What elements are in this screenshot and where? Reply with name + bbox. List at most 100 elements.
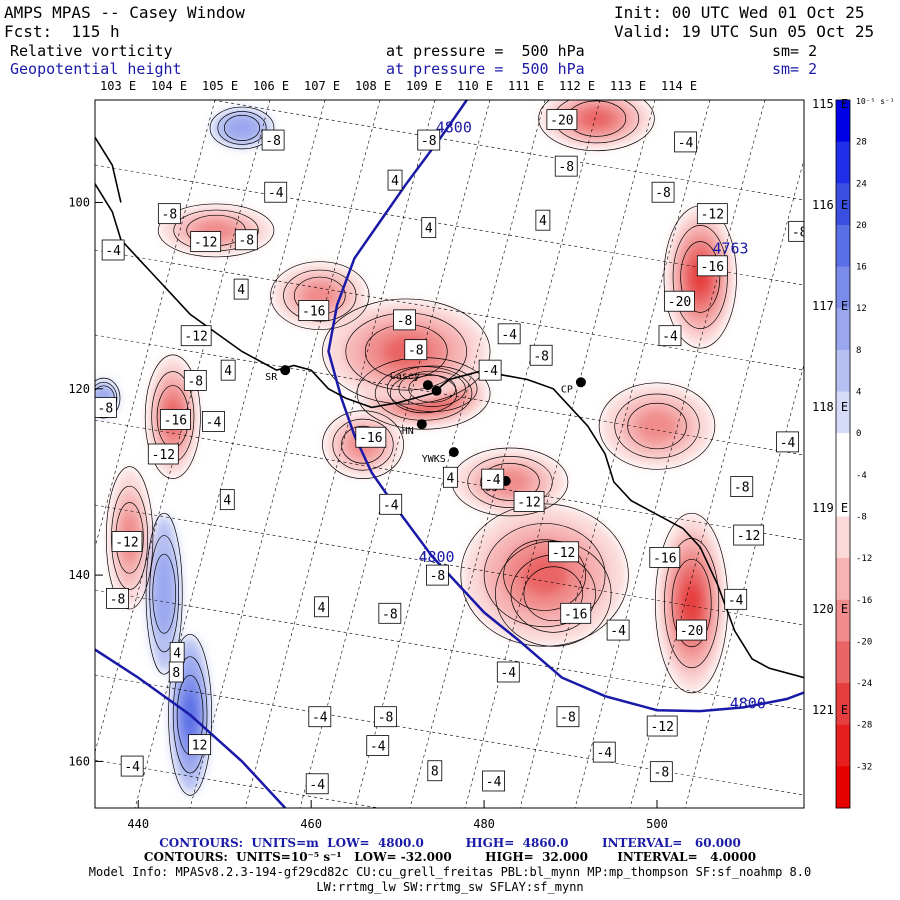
vorticity-contour [105, 466, 154, 610]
longitude-label: 104 E [151, 79, 187, 93]
vorticity-label-box [220, 359, 236, 381]
vorticity-label-text: -4 [309, 778, 325, 793]
vorticity-label: -4 [366, 735, 390, 756]
vorticity-label: -8 [651, 181, 675, 203]
vorticity-label-text: -20 [680, 624, 703, 639]
vorticity-label: -4 [481, 468, 505, 490]
meridian-line [684, 363, 804, 808]
vorticity-label: 8 [427, 760, 443, 782]
vorticity-label: -4 [592, 741, 616, 763]
vorticity-label: -12 [733, 524, 765, 546]
vorticity-contour [144, 354, 201, 479]
vorticity-label-box [366, 735, 390, 756]
vorticity-label: -4 [478, 359, 502, 381]
vorticity-label: -4 [658, 325, 682, 347]
vorticity-label-text: -4 [124, 760, 140, 775]
vorticity-contour [671, 558, 712, 648]
vorticity-label-text: -8 [560, 711, 576, 726]
vorticity-label-text: -16 [653, 551, 676, 566]
vorticity-label-box [168, 661, 184, 683]
vorticity-label: -8 [393, 309, 416, 331]
vorticity-label-box [606, 619, 630, 641]
vorticity-label-box [120, 755, 144, 777]
vorticity-label: -8 [374, 706, 397, 728]
vorticity-label: -12 [513, 491, 545, 512]
vorticity-label: -4 [724, 588, 748, 610]
colorbar-swatch [836, 308, 850, 351]
vorticity-label-text: -8 [397, 314, 413, 329]
vorticity-label-text: -12 [184, 330, 207, 345]
vorticity-label-text: -8 [98, 401, 114, 416]
colorbar-swatch [836, 266, 850, 309]
colorbar-frame [835, 99, 851, 809]
height-contour-4800 [327, 100, 804, 713]
vorticity-label-text: -4 [482, 364, 498, 379]
vorticity-label: -8 [556, 706, 580, 728]
vorticity-contour [523, 566, 583, 622]
meridian-line [574, 100, 766, 808]
vorticity-label-box [788, 220, 804, 242]
vorticity-contour [467, 456, 553, 508]
vorticity-label-text: 4 [425, 222, 433, 237]
vorticity-label-box [554, 155, 578, 177]
vorticity-label-text: -4 [370, 740, 386, 755]
vorticity-contour [145, 512, 183, 675]
positive-vorticity-area [225, 116, 259, 140]
vorticity-label: -8 [157, 203, 181, 225]
vorticity-label: 4 [535, 209, 551, 231]
longitude-label: 103 E [100, 79, 136, 93]
negative-vorticity-area [521, 554, 569, 596]
vorticity-label: -12 [111, 531, 143, 552]
field1-name: Relative vorticity [10, 42, 173, 60]
vorticity-contour [172, 656, 208, 774]
vorticity-label-text: -12 [650, 720, 673, 735]
vorticity-contour [332, 418, 394, 471]
vorticity-label-text: 8 [431, 765, 439, 780]
vorticity-label: -8 [425, 564, 449, 586]
vorticity-contour [157, 203, 275, 258]
vorticity-label-box [427, 760, 443, 782]
vorticity-label-box [592, 741, 616, 763]
colorbar-swatch [836, 558, 850, 601]
colorbar-tick-label: 12 [856, 304, 867, 314]
vorticity-label: -8 [649, 761, 673, 783]
vorticity-label: -8 [378, 602, 402, 624]
plot-frame [94, 99, 805, 809]
vorticity-label-box [696, 255, 728, 277]
vorticity-label-text: -16 [302, 305, 325, 320]
longitude-label: 105 E [202, 79, 238, 93]
vorticity-label: -4 [482, 770, 505, 792]
vorticity-label: -8 [234, 229, 258, 251]
colorbar-tick-label: -4 [856, 471, 867, 481]
vorticity-contour [503, 539, 586, 611]
positive-vorticity-area [154, 552, 175, 635]
vorticity-label-box [234, 229, 258, 251]
vorticity-label: 4 [387, 169, 403, 191]
vorticity-label-text: 4 [318, 601, 326, 616]
vorticity-label-text: -8 [265, 134, 281, 149]
colorbar-tick-label: 16 [856, 263, 867, 273]
vorticity-label-box [730, 476, 754, 498]
vorticity-label-text: -8 [430, 569, 446, 584]
colorbar-swatch [836, 224, 850, 268]
vorticity-label-text: -4 [485, 473, 501, 488]
vorticity-label: -8 [106, 587, 129, 609]
x-tick-label: 500 [646, 817, 668, 830]
field2-pressure: at pressure = 500 hPa [386, 60, 585, 78]
vorticity-label: -8 [554, 155, 578, 177]
vorticity-label-text: -20 [668, 295, 691, 310]
station-marker [416, 419, 427, 430]
vorticity-label: -8 [95, 397, 117, 418]
x-tick-label: 440 [127, 817, 149, 830]
colorbar-swatch [836, 474, 850, 517]
colorbar-tick-label: 28 [856, 138, 867, 148]
colorbar-tick-label: -28 [856, 721, 872, 731]
vorticity-label: -20 [546, 109, 578, 130]
vorticity-label-text: -12 [701, 208, 724, 223]
vorticity-label: -4 [497, 323, 521, 345]
latitude-label: 116 E [812, 198, 848, 212]
vorticity-label-text: 4 [223, 494, 231, 509]
vorticity-label-box [378, 602, 402, 624]
vorticity-contour [680, 241, 721, 313]
vorticity-label-box [314, 596, 329, 618]
